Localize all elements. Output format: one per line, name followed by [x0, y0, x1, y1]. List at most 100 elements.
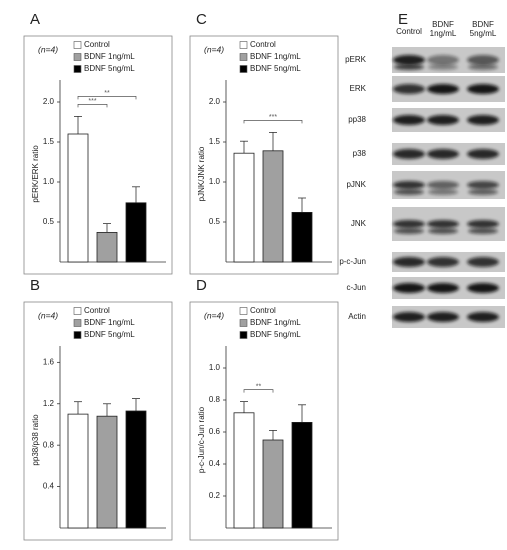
- bar: [67, 413, 89, 529]
- y-tick-label: 1.5: [43, 137, 55, 146]
- y-tick-label: 0.6: [209, 427, 221, 436]
- blot-band: [467, 283, 499, 293]
- legend-swatch: [239, 41, 248, 49]
- blot-band: [428, 64, 458, 70]
- legend-label: BDNF 1ng/mL: [84, 52, 135, 61]
- blot-band: [467, 115, 499, 125]
- y-tick-label: 1.6: [43, 357, 55, 366]
- blot-band: [394, 189, 424, 195]
- blot-band: [394, 64, 424, 70]
- y-axis-label: p-c-Jun/c-Jun ratio: [197, 406, 206, 473]
- panel-box: [189, 301, 339, 541]
- legend-swatch: [73, 65, 82, 73]
- y-axis-label: pJNK/JNK ratio: [197, 146, 206, 201]
- blot-band: [428, 228, 458, 234]
- y-tick-label: 0.4: [43, 482, 55, 491]
- legend-label: BDNF 1ng/mL: [250, 318, 301, 327]
- legend-label: BDNF 5ng/mL: [250, 330, 301, 339]
- blot-column-label: BDNF 5ng/mL: [469, 20, 497, 38]
- legend-swatch: [239, 65, 248, 73]
- blot-band: [393, 55, 425, 65]
- blot-band: [393, 220, 425, 228]
- blot-band: [393, 149, 425, 159]
- bar: [233, 412, 255, 529]
- n-label: (n=4): [38, 310, 58, 320]
- blot-band: [393, 257, 425, 267]
- y-tick-label: 1.0: [209, 177, 221, 186]
- blot-band: [427, 220, 459, 228]
- legend-label: BDNF 1ng/mL: [84, 318, 135, 327]
- legend-label: Control: [84, 306, 110, 315]
- panel-letter: B: [30, 277, 40, 294]
- y-tick-label: 2.0: [43, 97, 55, 106]
- sig-bracket: [243, 389, 274, 393]
- bar: [67, 133, 89, 263]
- blot-row-label: pERK: [345, 55, 367, 64]
- panel-box: [23, 301, 173, 541]
- n-label: (n=4): [204, 310, 224, 320]
- sig-label: **: [256, 383, 262, 390]
- legend-swatch: [73, 41, 82, 49]
- blot-row-label: c-Jun: [346, 283, 366, 292]
- y-tick-label: 1.0: [209, 363, 221, 372]
- blot-band: [467, 84, 499, 94]
- legend-label: BDNF 5ng/mL: [84, 64, 135, 73]
- blot-band: [393, 115, 425, 125]
- y-tick-label: 0.5: [209, 217, 221, 226]
- blot-band: [427, 55, 459, 65]
- blot-band: [468, 64, 498, 70]
- blot-band: [468, 189, 498, 195]
- legend-label: Control: [250, 306, 276, 315]
- blot-band: [393, 283, 425, 293]
- blot-band: [427, 84, 459, 94]
- bar: [233, 152, 255, 263]
- blot-band: [467, 181, 499, 189]
- bar: [96, 415, 118, 529]
- blot-band: [467, 55, 499, 65]
- bar: [291, 421, 313, 529]
- n-label: (n=4): [38, 44, 58, 54]
- blot-band: [467, 257, 499, 267]
- legend-swatch: [239, 53, 248, 61]
- blot-band: [428, 189, 458, 195]
- legend-label: BDNF 5ng/mL: [250, 64, 301, 73]
- blot-row-label: pJNK: [346, 180, 366, 189]
- blot-row-label: JNK: [351, 219, 367, 228]
- n-label: (n=4): [204, 44, 224, 54]
- blot-column-label: Control: [396, 27, 422, 36]
- y-tick-label: 1.5: [209, 137, 221, 146]
- blot-row-label: Actin: [348, 312, 366, 321]
- y-tick-label: 2.0: [209, 97, 221, 106]
- sig-label: **: [104, 90, 110, 97]
- blot-row-label: p-c-Jun: [339, 257, 366, 266]
- legend-swatch: [73, 53, 82, 61]
- y-axis-label: pp38/p38 ratio: [31, 414, 40, 466]
- legend-swatch: [73, 331, 82, 339]
- sig-label: ***: [88, 98, 96, 105]
- blot-column-label: BDNF 1ng/mL: [429, 20, 457, 38]
- blot-band: [468, 228, 498, 234]
- blot-row-label: p38: [353, 149, 367, 158]
- blot-band: [393, 84, 425, 94]
- blot-band: [427, 181, 459, 189]
- bar: [262, 150, 284, 263]
- y-tick-label: 1.0: [43, 177, 55, 186]
- legend-label: Control: [250, 40, 276, 49]
- blot-band: [467, 312, 499, 322]
- blot-band: [427, 312, 459, 322]
- blot-band: [427, 115, 459, 125]
- bar: [291, 211, 313, 263]
- blot-row-label: pp38: [348, 115, 366, 124]
- blot-band: [393, 181, 425, 189]
- bar: [125, 410, 147, 529]
- blot-band: [394, 228, 424, 234]
- sig-label: ***: [269, 114, 277, 121]
- blot-band: [427, 149, 459, 159]
- panel-letter: E: [398, 11, 408, 28]
- y-tick-label: 0.8: [209, 395, 221, 404]
- legend-swatch: [239, 307, 248, 315]
- blot-band: [393, 312, 425, 322]
- y-tick-label: 0.8: [43, 440, 55, 449]
